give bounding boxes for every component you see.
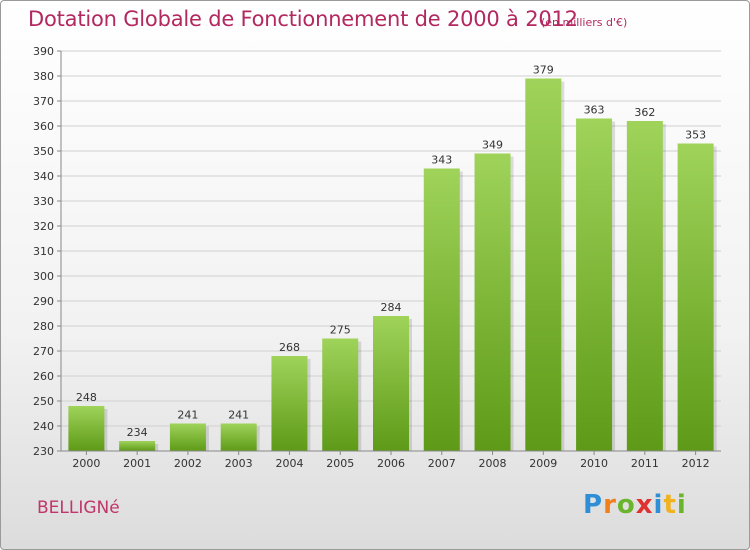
y-tick-label: 360 <box>33 120 54 133</box>
y-tick-label: 310 <box>33 245 54 258</box>
x-tick-label: 2008 <box>479 457 507 470</box>
bar-value-label: 241 <box>177 409 198 422</box>
bar <box>119 441 156 451</box>
y-tick-label: 250 <box>33 395 54 408</box>
bar-value-label: 379 <box>533 64 554 77</box>
logo-letter: P <box>583 490 604 520</box>
y-tick-label: 380 <box>33 70 54 83</box>
bar-value-label: 268 <box>279 341 300 354</box>
bar <box>220 423 257 451</box>
chart-subtitle: (en milliers d'€) <box>541 16 628 29</box>
bar-value-label: 248 <box>76 391 97 404</box>
bar-value-label: 275 <box>330 324 351 337</box>
logo-letter: i <box>653 490 664 520</box>
y-tick-label: 290 <box>33 295 54 308</box>
x-tick-label: 2000 <box>72 457 100 470</box>
bar-value-label: 284 <box>381 301 402 314</box>
x-tick-label: 2006 <box>377 457 405 470</box>
bar-value-label: 343 <box>431 154 452 167</box>
y-tick-label: 390 <box>33 45 54 58</box>
y-tick-label: 350 <box>33 145 54 158</box>
y-tick-label: 240 <box>33 420 54 433</box>
x-tick-label: 2001 <box>123 457 151 470</box>
bar <box>677 143 714 451</box>
bar <box>626 121 663 451</box>
x-tick-label: 2003 <box>225 457 253 470</box>
bar-value-label: 363 <box>584 104 605 117</box>
bar <box>423 168 460 451</box>
y-tick-label: 340 <box>33 170 54 183</box>
bar <box>322 338 359 451</box>
logo-letter: t <box>663 490 677 520</box>
bar-value-label: 241 <box>228 409 249 422</box>
x-tick-label: 2005 <box>326 457 354 470</box>
logo-letter: r <box>603 490 617 520</box>
y-tick-label: 370 <box>33 95 54 108</box>
bar <box>576 118 613 451</box>
y-tick-label: 320 <box>33 220 54 233</box>
x-tick-label: 2004 <box>275 457 303 470</box>
x-tick-label: 2010 <box>580 457 608 470</box>
commune-name: BELLIGNé <box>37 498 120 518</box>
proxiti-logo[interactable]: Proxiti <box>583 490 687 520</box>
bar-value-label: 234 <box>127 426 148 439</box>
bar <box>271 356 308 451</box>
y-tick-label: 330 <box>33 195 54 208</box>
chart-title: Dotation Globale de Fonctionnement de 20… <box>28 7 578 31</box>
x-tick-label: 2009 <box>529 457 557 470</box>
bar-value-label: 353 <box>685 129 706 142</box>
logo-letter: o <box>616 490 636 520</box>
bar <box>474 153 511 451</box>
bar-value-label: 349 <box>482 139 503 152</box>
x-tick-label: 2007 <box>428 457 456 470</box>
bars: 248 234 241 241 268 275 284 343 349 379 363 362 353 <box>68 64 717 451</box>
bar <box>169 423 206 451</box>
y-tick-label: 300 <box>33 270 54 283</box>
y-tick-label: 270 <box>33 345 54 358</box>
logo-letter: x <box>635 490 654 520</box>
y-tick-label: 260 <box>33 370 54 383</box>
y-tick-label: 280 <box>33 320 54 333</box>
logo-letter: i <box>676 490 687 520</box>
x-tick-label: 2012 <box>682 457 710 470</box>
bar <box>525 78 562 451</box>
axes: 230 240 250 260 270 280 290 300 310 320 330 340 350 3… <box>33 45 721 470</box>
bar <box>68 406 105 451</box>
x-tick-label: 2011 <box>631 457 659 470</box>
bar <box>373 316 409 451</box>
x-tick-label: 2002 <box>174 457 202 470</box>
bar-value-label: 362 <box>634 106 655 119</box>
y-tick-label: 230 <box>33 445 54 458</box>
